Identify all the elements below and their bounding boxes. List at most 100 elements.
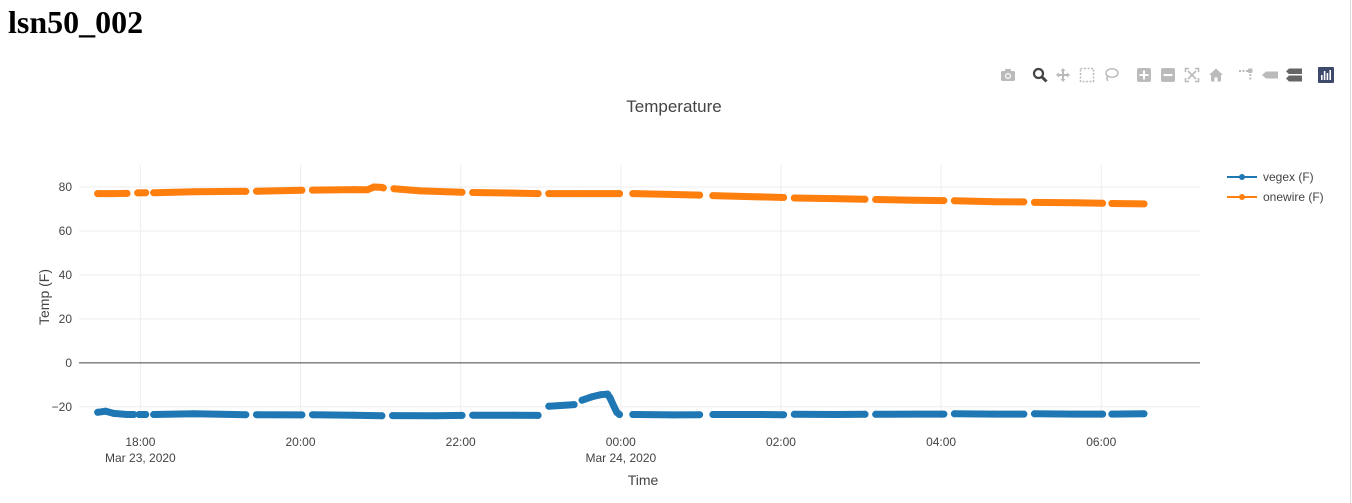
x-tick-label: 02:00 — [766, 435, 796, 449]
data-point — [577, 190, 585, 198]
data-point — [750, 411, 758, 418]
data-point — [1071, 410, 1079, 418]
home-icon[interactable] — [1206, 64, 1226, 86]
data-point — [417, 187, 425, 195]
data-point — [940, 410, 948, 418]
series-line-segment — [790, 194, 869, 203]
data-point — [1020, 198, 1028, 206]
data-point — [130, 411, 138, 418]
data-point — [510, 189, 518, 197]
data-point — [190, 188, 198, 196]
data-point — [830, 411, 838, 418]
data-point — [1071, 199, 1079, 207]
legend: vegex (F) onewire (F) — [1227, 170, 1324, 204]
legend-swatch-marker — [1239, 174, 1245, 180]
data-point — [910, 410, 918, 418]
data-point — [696, 191, 704, 199]
y-tick-label: 60 — [59, 224, 73, 238]
box-select-icon[interactable] — [1077, 64, 1097, 86]
series-line-segment — [709, 192, 788, 201]
data-point — [696, 411, 704, 419]
data-point — [709, 192, 717, 200]
series-onewire — [94, 183, 1148, 208]
data-point — [431, 412, 439, 420]
data-point — [830, 195, 838, 203]
data-point — [298, 411, 306, 419]
data-point — [610, 403, 618, 411]
data-point — [110, 409, 118, 417]
hover-closest-icon[interactable] — [1260, 64, 1280, 86]
chart-title: Temperature — [626, 97, 721, 116]
data-point — [709, 411, 717, 418]
data-point — [1108, 410, 1116, 418]
data-point — [1140, 410, 1148, 418]
series-line-segment — [469, 189, 542, 198]
data-point — [940, 197, 948, 205]
data-point — [790, 194, 798, 202]
camera-icon[interactable] — [998, 64, 1018, 86]
data-point — [597, 391, 605, 399]
x-tick-date-label: Mar 23, 2020 — [105, 451, 176, 465]
data-point — [253, 411, 260, 419]
x-tick-date-label: Mar 24, 2020 — [585, 451, 656, 465]
zoom-in-icon[interactable] — [1134, 64, 1154, 86]
data-point — [363, 186, 371, 194]
data-point — [557, 402, 565, 409]
data-point — [242, 187, 250, 195]
legend-item[interactable]: vegex (F) — [1227, 170, 1314, 184]
data-point — [780, 194, 788, 201]
plotly-logo-icon[interactable] — [1316, 64, 1336, 86]
series-vegex — [94, 390, 1148, 420]
series-line-segment — [253, 186, 306, 195]
spike-lines-icon[interactable] — [1236, 64, 1256, 86]
divider — [1350, 0, 1351, 503]
data-point — [134, 189, 142, 197]
y-axis-title: Temp (F) — [36, 269, 52, 325]
data-point — [950, 197, 958, 205]
y-tick-label: 0 — [65, 356, 72, 370]
x-tick-label: 22:00 — [446, 435, 476, 449]
data-point — [1108, 200, 1116, 207]
data-point — [253, 187, 260, 195]
series-line-segment — [390, 185, 466, 196]
series-line-segment — [950, 197, 1028, 206]
x-tick-label: 04:00 — [926, 435, 956, 449]
data-point — [230, 411, 238, 418]
hover-compare-icon[interactable] — [1284, 64, 1304, 86]
data-point — [510, 411, 518, 419]
data-point — [1099, 410, 1107, 418]
data-point — [458, 411, 466, 419]
data-point — [670, 411, 678, 419]
series-line-segment — [629, 190, 704, 199]
zoom-out-icon[interactable] — [1158, 64, 1178, 86]
data-point — [861, 195, 869, 203]
y-tick-label: 80 — [59, 180, 73, 194]
data-point — [94, 190, 102, 198]
page-title: lsn50_002 — [8, 4, 144, 40]
data-point — [1099, 199, 1107, 207]
data-point — [872, 196, 880, 203]
autoscale-icon[interactable] — [1182, 64, 1202, 86]
data-point — [616, 190, 623, 198]
y-tick-label: 20 — [59, 312, 73, 326]
data-point — [780, 411, 788, 419]
data-point — [123, 411, 131, 418]
data-point — [1031, 198, 1038, 206]
data-point — [190, 410, 198, 418]
zoom-icon[interactable] — [1030, 64, 1050, 86]
series-line-segment — [150, 410, 250, 419]
data-point — [1020, 410, 1028, 418]
data-point — [910, 196, 918, 204]
lasso-select-icon[interactable] — [1101, 64, 1121, 86]
data-point — [872, 410, 880, 418]
data-point — [309, 411, 316, 419]
data-point — [545, 190, 553, 198]
data-point — [350, 411, 358, 419]
series-line-segment — [150, 187, 250, 197]
legend-item[interactable]: onewire (F) — [1227, 190, 1324, 204]
pan-icon[interactable] — [1053, 64, 1073, 86]
data-point — [370, 183, 378, 191]
data-point — [230, 187, 238, 195]
data-point — [102, 407, 110, 415]
